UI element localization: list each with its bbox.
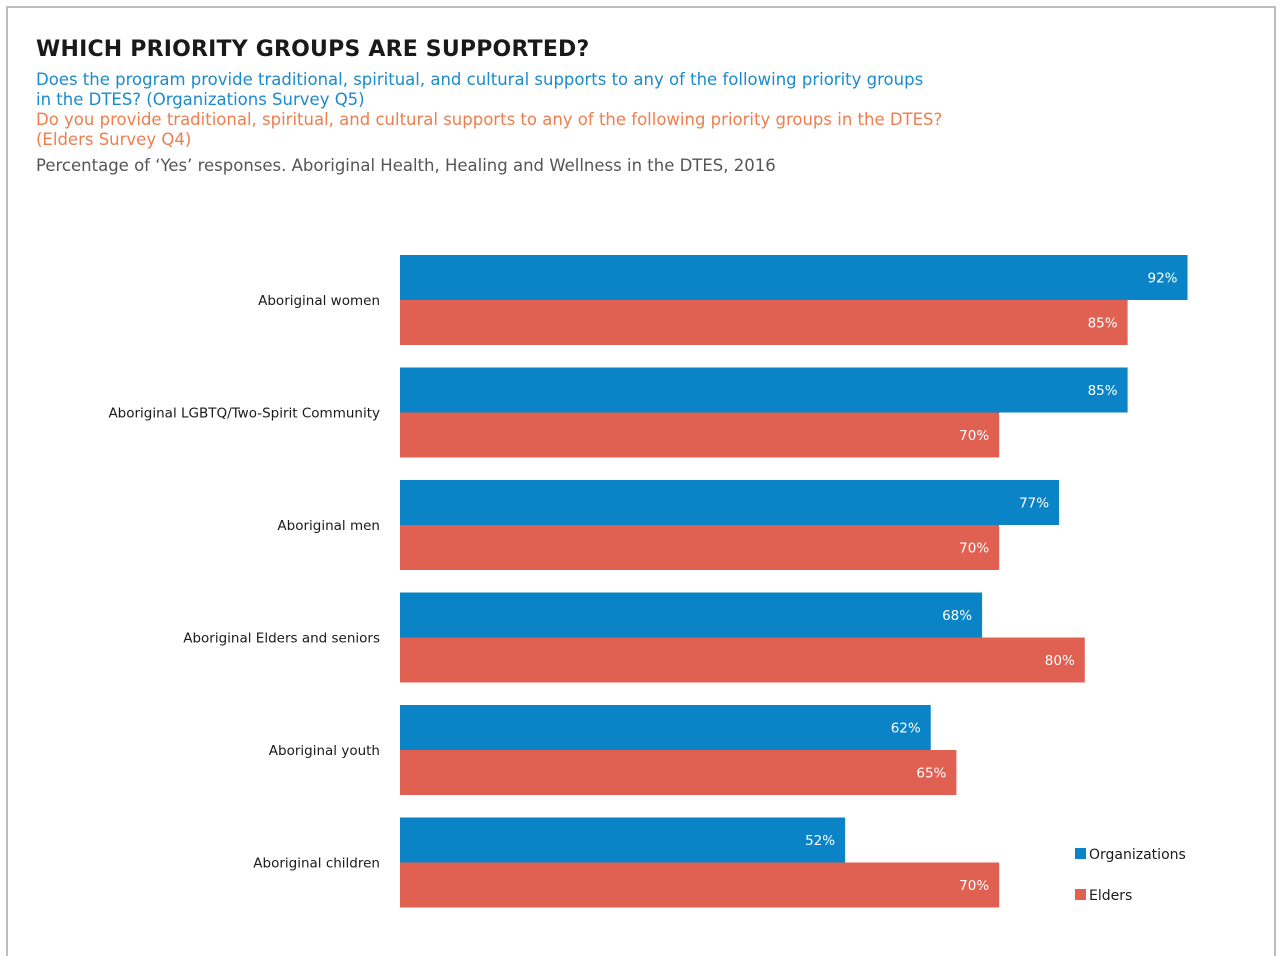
question-organizations-line2: in the DTES? (Organizations Survey Q5): [36, 90, 365, 109]
question-elders: Do you provide traditional, spiritual, a…: [36, 110, 1236, 150]
elders-bar: [400, 412, 1000, 458]
elders-value-label: 70%: [959, 541, 989, 557]
organizations-bar: [400, 480, 1060, 525]
chart-title: WHICH PRIORITY GROUPS ARE SUPPORTED?: [36, 37, 590, 62]
organizations-bar: [400, 255, 1188, 300]
question-elders-line1: Do you provide traditional, spiritual, a…: [36, 110, 943, 129]
elders-value-label: 80%: [1045, 653, 1075, 669]
organizations-value-label: 52%: [805, 833, 835, 849]
category-label: Aboriginal youth: [269, 743, 380, 759]
category-label: Aboriginal Elders and seniors: [183, 631, 380, 647]
elders-value-label: 85%: [1088, 316, 1118, 332]
question-organizations-line1: Does the program provide traditional, sp…: [36, 70, 924, 89]
organizations-legend-label: Organizations: [1089, 847, 1186, 863]
organizations-value-label: 92%: [1148, 271, 1178, 287]
organizations-value-label: 68%: [942, 608, 972, 624]
elders-legend-swatch: [1075, 889, 1086, 900]
category-label: Aboriginal men: [277, 518, 380, 534]
organizations-value-label: 77%: [1019, 496, 1049, 512]
question-elders-line2: (Elders Survey Q4): [36, 130, 192, 149]
elders-bar: [400, 750, 957, 795]
elders-bar: [400, 300, 1128, 345]
chart-frame: [6, 6, 1276, 956]
organizations-bar: [400, 367, 1128, 413]
chart-note: Percentage of ‘Yes’ responses. Aborigina…: [36, 156, 776, 175]
elders-value-label: 65%: [916, 766, 946, 782]
elders-bar: [400, 637, 1085, 683]
organizations-value-label: 85%: [1088, 383, 1118, 399]
elders-value-label: 70%: [959, 878, 989, 894]
chart-header: WHICH PRIORITY GROUPS ARE SUPPORTED? Doe…: [36, 36, 1236, 176]
elders-bar: [400, 525, 1000, 570]
question-organizations: Does the program provide traditional, sp…: [36, 70, 1236, 110]
elders-legend-label: Elders: [1089, 888, 1132, 904]
organizations-bar: [400, 817, 846, 863]
organizations-legend-swatch: [1075, 848, 1086, 859]
category-label: Aboriginal children: [253, 856, 380, 872]
elders-value-label: 70%: [959, 428, 989, 444]
category-label: Aboriginal LGBTQ/Two-Spirit Community: [108, 406, 380, 422]
organizations-bar: [400, 705, 931, 750]
category-label: Aboriginal women: [258, 293, 380, 309]
organizations-bar: [400, 592, 983, 638]
elders-bar: [400, 862, 1000, 908]
organizations-value-label: 62%: [891, 721, 921, 737]
